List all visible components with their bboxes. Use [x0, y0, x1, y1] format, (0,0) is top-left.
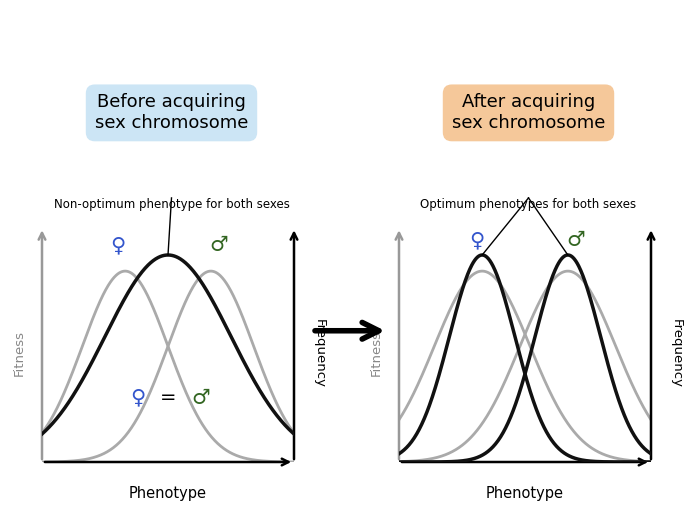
Text: ♀: ♀ [130, 387, 146, 407]
Text: ♀: ♀ [470, 230, 484, 250]
Text: Non-optimum phenotype for both sexes: Non-optimum phenotype for both sexes [54, 198, 289, 212]
Text: Fitness: Fitness [13, 330, 26, 376]
Text: Frequency: Frequency [313, 319, 326, 388]
Text: Frequency: Frequency [670, 319, 682, 388]
Text: ♂: ♂ [209, 235, 228, 255]
Text: ♀: ♀ [110, 235, 125, 255]
Text: Optimum phenotypes for both sexes: Optimum phenotypes for both sexes [421, 198, 636, 212]
Text: =: = [160, 388, 176, 407]
Text: After acquiring
sex chromosome: After acquiring sex chromosome [452, 93, 606, 132]
Text: ♂: ♂ [566, 230, 584, 250]
Text: Fitness: Fitness [370, 330, 383, 376]
Text: Phenotype: Phenotype [486, 486, 564, 501]
Text: Phenotype: Phenotype [129, 486, 207, 501]
Text: Before acquiring
sex chromosome: Before acquiring sex chromosome [94, 93, 248, 132]
Text: ♂: ♂ [191, 387, 210, 407]
